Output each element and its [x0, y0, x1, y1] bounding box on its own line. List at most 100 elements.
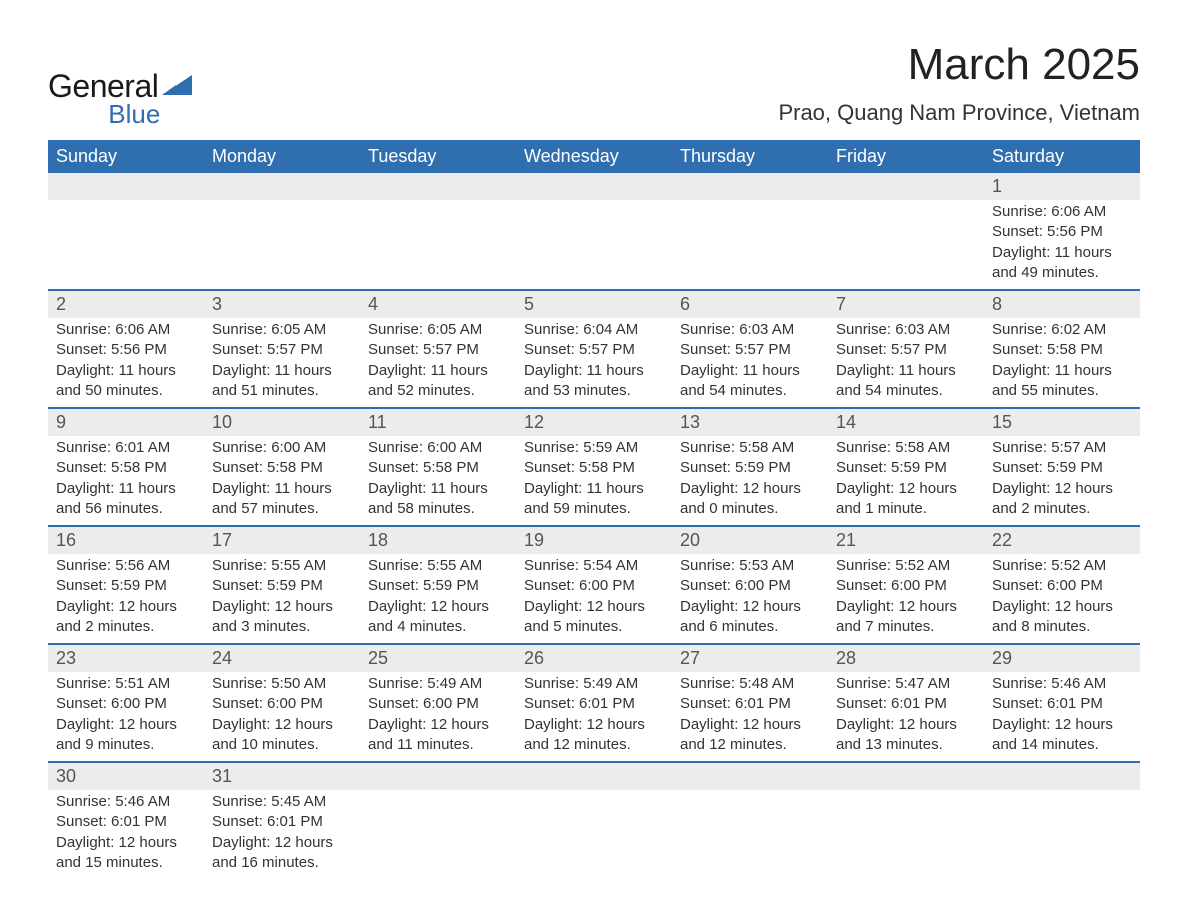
calendar-day-cell: 3Sunrise: 6:05 AMSunset: 5:57 PMDaylight…: [204, 290, 360, 408]
daylight-line: Daylight: 11 hours and 56 minutes.: [56, 479, 196, 520]
calendar-day-cell: 25Sunrise: 5:49 AMSunset: 6:00 PMDayligh…: [360, 644, 516, 762]
sunset-line: Sunset: 6:01 PM: [680, 694, 820, 714]
day-body: Sunrise: 5:49 AMSunset: 6:00 PMDaylight:…: [360, 672, 516, 761]
daylight-line: Daylight: 12 hours and 13 minutes.: [836, 715, 976, 756]
sunrise-line: Sunrise: 6:02 AM: [992, 320, 1132, 340]
calendar-day-cell: 27Sunrise: 5:48 AMSunset: 6:01 PMDayligh…: [672, 644, 828, 762]
day-body: Sunrise: 5:50 AMSunset: 6:00 PMDaylight:…: [204, 672, 360, 761]
day-number: 7: [828, 291, 984, 318]
sunrise-line: Sunrise: 5:49 AM: [524, 674, 664, 694]
calendar-day-cell: 29Sunrise: 5:46 AMSunset: 6:01 PMDayligh…: [984, 644, 1140, 762]
day-body: Sunrise: 5:47 AMSunset: 6:01 PMDaylight:…: [828, 672, 984, 761]
day-body: Sunrise: 5:52 AMSunset: 6:00 PMDaylight:…: [984, 554, 1140, 643]
daylight-line: Daylight: 12 hours and 4 minutes.: [368, 597, 508, 638]
sunset-line: Sunset: 5:59 PM: [680, 458, 820, 478]
calendar-day-cell: [360, 762, 516, 879]
day-number-empty: [360, 763, 516, 790]
sunset-line: Sunset: 5:58 PM: [368, 458, 508, 478]
day-body: Sunrise: 5:58 AMSunset: 5:59 PMDaylight:…: [828, 436, 984, 525]
daylight-line: Daylight: 11 hours and 52 minutes.: [368, 361, 508, 402]
sunset-line: Sunset: 6:01 PM: [212, 812, 352, 832]
weekday-header: Monday: [204, 140, 360, 173]
sunrise-line: Sunrise: 5:52 AM: [836, 556, 976, 576]
daylight-line: Daylight: 12 hours and 8 minutes.: [992, 597, 1132, 638]
page-title: March 2025: [778, 40, 1140, 90]
daylight-line: Daylight: 12 hours and 7 minutes.: [836, 597, 976, 638]
daylight-line: Daylight: 12 hours and 6 minutes.: [680, 597, 820, 638]
sunset-line: Sunset: 5:59 PM: [368, 576, 508, 596]
day-number: 10: [204, 409, 360, 436]
sunrise-line: Sunrise: 6:04 AM: [524, 320, 664, 340]
day-body: Sunrise: 5:52 AMSunset: 6:00 PMDaylight:…: [828, 554, 984, 643]
calendar-day-cell: 22Sunrise: 5:52 AMSunset: 6:00 PMDayligh…: [984, 526, 1140, 644]
sunset-line: Sunset: 5:57 PM: [680, 340, 820, 360]
daylight-line: Daylight: 11 hours and 53 minutes.: [524, 361, 664, 402]
daylight-line: Daylight: 12 hours and 2 minutes.: [992, 479, 1132, 520]
day-body: Sunrise: 5:55 AMSunset: 5:59 PMDaylight:…: [360, 554, 516, 643]
calendar-day-cell: [516, 762, 672, 879]
header-row: General Blue March 2025 Prao, Quang Nam …: [48, 40, 1140, 132]
weekday-header: Friday: [828, 140, 984, 173]
day-number: 15: [984, 409, 1140, 436]
calendar-day-cell: 28Sunrise: 5:47 AMSunset: 6:01 PMDayligh…: [828, 644, 984, 762]
day-body: Sunrise: 5:45 AMSunset: 6:01 PMDaylight:…: [204, 790, 360, 879]
sunset-line: Sunset: 6:00 PM: [368, 694, 508, 714]
calendar-week-row: 9Sunrise: 6:01 AMSunset: 5:58 PMDaylight…: [48, 408, 1140, 526]
calendar-day-cell: 9Sunrise: 6:01 AMSunset: 5:58 PMDaylight…: [48, 408, 204, 526]
calendar-day-cell: 30Sunrise: 5:46 AMSunset: 6:01 PMDayligh…: [48, 762, 204, 879]
day-number: 14: [828, 409, 984, 436]
daylight-line: Daylight: 12 hours and 12 minutes.: [524, 715, 664, 756]
sunrise-line: Sunrise: 5:51 AM: [56, 674, 196, 694]
calendar-day-cell: 23Sunrise: 5:51 AMSunset: 6:00 PMDayligh…: [48, 644, 204, 762]
day-number: 11: [360, 409, 516, 436]
day-number: 25: [360, 645, 516, 672]
calendar-table: SundayMondayTuesdayWednesdayThursdayFrid…: [48, 140, 1140, 879]
sunset-line: Sunset: 5:59 PM: [992, 458, 1132, 478]
sunrise-line: Sunrise: 5:58 AM: [836, 438, 976, 458]
day-number: 22: [984, 527, 1140, 554]
sunrise-line: Sunrise: 6:03 AM: [680, 320, 820, 340]
day-body: Sunrise: 5:48 AMSunset: 6:01 PMDaylight:…: [672, 672, 828, 761]
daylight-line: Daylight: 12 hours and 9 minutes.: [56, 715, 196, 756]
calendar-day-cell: [360, 173, 516, 290]
sunrise-line: Sunrise: 6:01 AM: [56, 438, 196, 458]
sunset-line: Sunset: 6:00 PM: [680, 576, 820, 596]
sunrise-line: Sunrise: 5:49 AM: [368, 674, 508, 694]
daylight-line: Daylight: 12 hours and 3 minutes.: [212, 597, 352, 638]
day-number-empty: [48, 173, 204, 200]
sunset-line: Sunset: 5:59 PM: [56, 576, 196, 596]
weekday-header: Tuesday: [360, 140, 516, 173]
sunrise-line: Sunrise: 5:57 AM: [992, 438, 1132, 458]
calendar-day-cell: 4Sunrise: 6:05 AMSunset: 5:57 PMDaylight…: [360, 290, 516, 408]
day-body: Sunrise: 6:03 AMSunset: 5:57 PMDaylight:…: [828, 318, 984, 407]
daylight-line: Daylight: 11 hours and 58 minutes.: [368, 479, 508, 520]
calendar-day-cell: [672, 762, 828, 879]
calendar-day-cell: 26Sunrise: 5:49 AMSunset: 6:01 PMDayligh…: [516, 644, 672, 762]
daylight-line: Daylight: 11 hours and 50 minutes.: [56, 361, 196, 402]
sunrise-line: Sunrise: 5:58 AM: [680, 438, 820, 458]
calendar-day-cell: 19Sunrise: 5:54 AMSunset: 6:00 PMDayligh…: [516, 526, 672, 644]
calendar-day-cell: [204, 173, 360, 290]
day-body: Sunrise: 6:03 AMSunset: 5:57 PMDaylight:…: [672, 318, 828, 407]
daylight-line: Daylight: 11 hours and 54 minutes.: [680, 361, 820, 402]
day-number: 30: [48, 763, 204, 790]
sunrise-line: Sunrise: 5:55 AM: [212, 556, 352, 576]
calendar-day-cell: [984, 762, 1140, 879]
sunrise-line: Sunrise: 5:53 AM: [680, 556, 820, 576]
sunrise-line: Sunrise: 6:05 AM: [368, 320, 508, 340]
day-number: 27: [672, 645, 828, 672]
sunrise-line: Sunrise: 6:00 AM: [368, 438, 508, 458]
sunset-line: Sunset: 5:58 PM: [56, 458, 196, 478]
day-body: Sunrise: 5:53 AMSunset: 6:00 PMDaylight:…: [672, 554, 828, 643]
calendar-day-cell: 7Sunrise: 6:03 AMSunset: 5:57 PMDaylight…: [828, 290, 984, 408]
calendar-day-cell: 18Sunrise: 5:55 AMSunset: 5:59 PMDayligh…: [360, 526, 516, 644]
day-body: Sunrise: 6:04 AMSunset: 5:57 PMDaylight:…: [516, 318, 672, 407]
day-number: 23: [48, 645, 204, 672]
sunset-line: Sunset: 5:59 PM: [836, 458, 976, 478]
sunset-line: Sunset: 5:56 PM: [992, 222, 1132, 242]
day-number-empty: [672, 173, 828, 200]
sunset-line: Sunset: 6:00 PM: [836, 576, 976, 596]
daylight-line: Daylight: 12 hours and 10 minutes.: [212, 715, 352, 756]
calendar-day-cell: 21Sunrise: 5:52 AMSunset: 6:00 PMDayligh…: [828, 526, 984, 644]
day-number-empty: [828, 173, 984, 200]
